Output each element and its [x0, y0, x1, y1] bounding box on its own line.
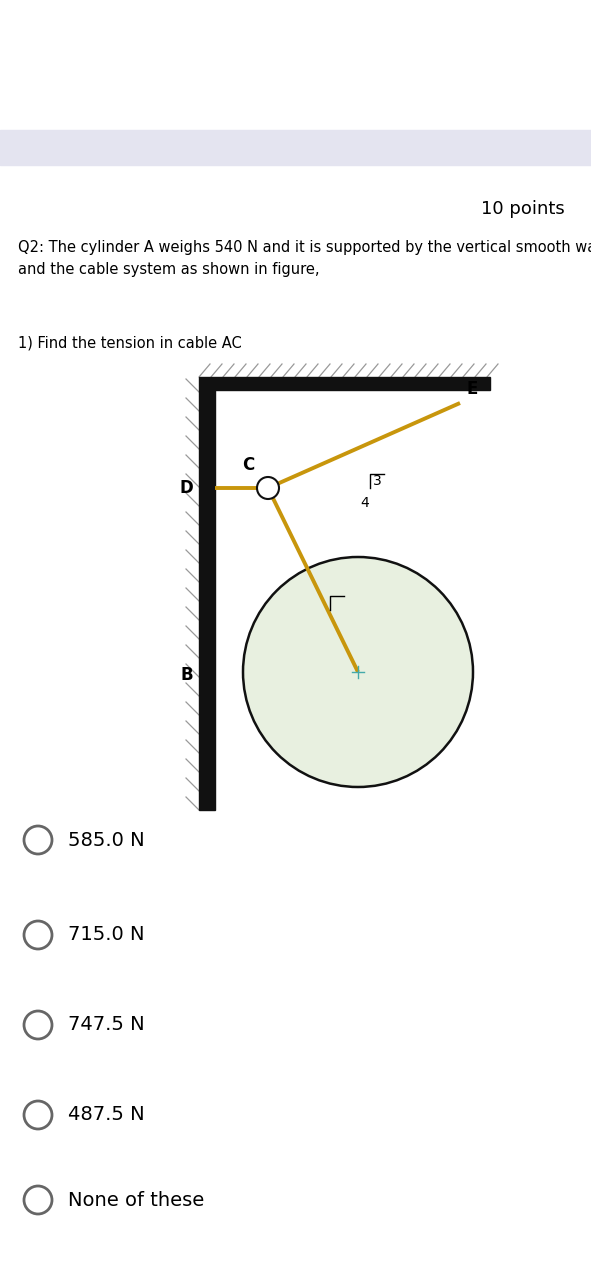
Circle shape	[257, 477, 279, 499]
Bar	[199, 378, 490, 390]
Circle shape	[243, 557, 473, 787]
Text: E: E	[466, 380, 478, 398]
Circle shape	[24, 1187, 52, 1213]
Bar	[199, 390, 215, 810]
Text: 585.0 N: 585.0 N	[68, 831, 145, 850]
Circle shape	[24, 1101, 52, 1129]
Circle shape	[24, 922, 52, 948]
Circle shape	[24, 1011, 52, 1039]
Text: 12: 12	[309, 596, 327, 611]
Text: 487.5 N: 487.5 N	[68, 1106, 145, 1125]
Circle shape	[24, 826, 52, 854]
Text: 10 points: 10 points	[481, 200, 565, 218]
Text: D: D	[179, 479, 193, 497]
Text: B: B	[180, 666, 193, 684]
Text: 715.0 N: 715.0 N	[68, 925, 145, 945]
Text: Q2: The cylinder A weighs 540 N and it is supported by the vertical smooth wall
: Q2: The cylinder A weighs 540 N and it i…	[18, 241, 591, 278]
Text: 4: 4	[361, 495, 369, 509]
Text: None of these: None of these	[68, 1190, 204, 1210]
Text: A: A	[366, 690, 379, 708]
Text: 5: 5	[334, 618, 342, 632]
Text: 1) Find the tension in cable AC: 1) Find the tension in cable AC	[18, 335, 242, 349]
Text: C: C	[242, 456, 254, 474]
Text: 747.5 N: 747.5 N	[68, 1015, 145, 1034]
Bar	[0, 131, 591, 165]
Text: 3: 3	[373, 474, 382, 488]
